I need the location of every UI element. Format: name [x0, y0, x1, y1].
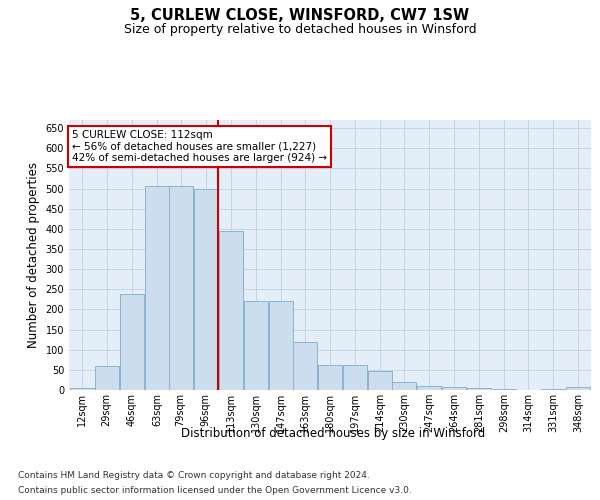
Bar: [169, 186, 193, 390]
Text: Size of property relative to detached houses in Winsford: Size of property relative to detached ho…: [124, 22, 476, 36]
Text: Contains public sector information licensed under the Open Government Licence v3: Contains public sector information licen…: [18, 486, 412, 495]
Bar: [194, 188, 218, 390]
Bar: [318, 365, 342, 390]
Bar: [70, 388, 94, 390]
Bar: [219, 231, 243, 390]
Y-axis label: Number of detached properties: Number of detached properties: [27, 162, 40, 348]
Bar: [244, 300, 268, 390]
Bar: [442, 387, 466, 390]
Bar: [417, 386, 441, 390]
Bar: [343, 365, 367, 390]
Text: Distribution of detached houses by size in Winsford: Distribution of detached houses by size …: [181, 428, 485, 440]
Bar: [368, 371, 392, 390]
Bar: [566, 387, 590, 390]
Bar: [293, 342, 317, 390]
Bar: [541, 389, 565, 390]
Bar: [95, 366, 119, 390]
Text: Contains HM Land Registry data © Crown copyright and database right 2024.: Contains HM Land Registry data © Crown c…: [18, 471, 370, 480]
Bar: [467, 388, 491, 390]
Text: 5, CURLEW CLOSE, WINSFORD, CW7 1SW: 5, CURLEW CLOSE, WINSFORD, CW7 1SW: [130, 8, 470, 22]
Text: 5 CURLEW CLOSE: 112sqm
← 56% of detached houses are smaller (1,227)
42% of semi-: 5 CURLEW CLOSE: 112sqm ← 56% of detached…: [72, 130, 327, 164]
Bar: [269, 300, 293, 390]
Bar: [493, 389, 517, 390]
Bar: [145, 186, 169, 390]
Bar: [120, 294, 144, 390]
Bar: [392, 382, 416, 390]
